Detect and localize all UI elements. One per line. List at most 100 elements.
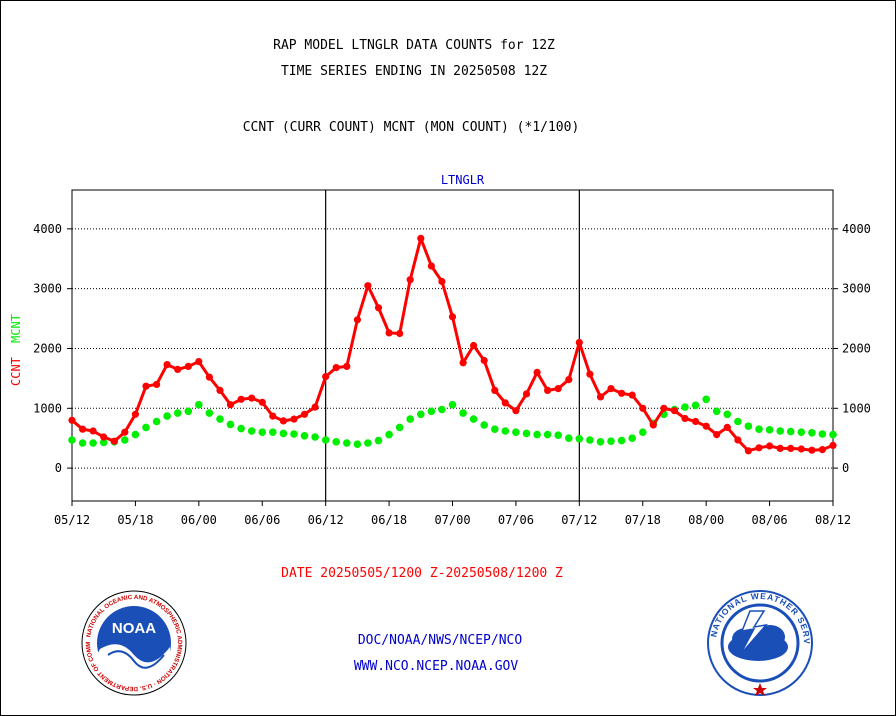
website-link[interactable]: WWW.NCO.NCEP.NOAA.GOV [353, 659, 519, 674]
series-line-ccnt [71, 236, 834, 453]
data-point-mcnt [512, 428, 520, 437]
x-tick-label: 05/12 [54, 513, 90, 527]
data-point-ccnt [797, 445, 805, 453]
data-point-mcnt [279, 429, 288, 438]
data-point-mcnt [755, 425, 763, 434]
data-point-mcnt [586, 436, 594, 444]
data-point-ccnt [79, 425, 87, 433]
data-point-ccnt [131, 410, 139, 418]
data-point-ccnt [766, 442, 774, 450]
data-point-ccnt [459, 359, 467, 367]
chart-title-line1: RAP MODEL LTNGLR DATA COUNTS for 12Z [273, 38, 555, 53]
chart-subtitle: CCNT (CURR COUNT) MCNT (MON COUNT) (*1/1… [242, 120, 580, 135]
y-axis-label-mcnt: MCNT [9, 314, 23, 343]
data-point-ccnt [681, 414, 689, 423]
data-point-ccnt [89, 427, 97, 435]
data-point-mcnt [311, 433, 319, 441]
y-tick-label-left: 1000 [33, 401, 62, 415]
y-tick-label-right: 2000 [842, 341, 871, 355]
data-point-mcnt [216, 415, 224, 423]
data-point-ccnt [470, 341, 478, 350]
y-tick-label-right: 1000 [842, 401, 871, 415]
data-point-mcnt [99, 438, 108, 447]
data-point-mcnt [142, 423, 150, 432]
x-tick-label: 06/00 [181, 513, 217, 527]
data-point-ccnt [343, 362, 351, 370]
data-point-ccnt [153, 380, 161, 388]
data-point-ccnt [174, 365, 182, 373]
data-point-mcnt [195, 400, 203, 409]
data-point-ccnt [596, 393, 605, 401]
data-point-mcnt [258, 428, 267, 437]
data-point-ccnt [364, 282, 372, 290]
data-point-mcnt [607, 437, 615, 446]
data-point-mcnt [491, 425, 499, 434]
data-point-mcnt [639, 428, 647, 437]
data-point-mcnt [163, 412, 171, 420]
data-point-mcnt [374, 436, 383, 445]
data-point-mcnt [501, 427, 510, 435]
data-point-mcnt [406, 415, 415, 423]
data-point-mcnt [543, 430, 552, 439]
data-point-mcnt [776, 427, 784, 435]
data-point-mcnt [237, 424, 245, 433]
data-point-mcnt [290, 430, 298, 438]
data-point-mcnt [681, 403, 689, 411]
data-point-mcnt [131, 430, 140, 439]
data-point-mcnt [829, 430, 837, 439]
nws-logo: NATIONAL WEATHER SERVICE [706, 589, 813, 696]
data-point-ccnt [554, 385, 562, 393]
data-point-ccnt [618, 389, 626, 397]
data-point-ccnt [448, 313, 457, 321]
data-point-mcnt [364, 439, 372, 447]
data-point-ccnt [322, 373, 330, 381]
data-point-ccnt [639, 404, 647, 412]
y-tick-label-left: 4000 [33, 222, 62, 236]
x-tick-label: 08/00 [688, 513, 724, 527]
data-point-mcnt [300, 432, 309, 440]
data-point-ccnt [205, 373, 213, 381]
data-point-ccnt [396, 329, 404, 338]
data-point-mcnt [575, 435, 584, 443]
data-point-ccnt [269, 412, 277, 420]
data-point-mcnt [808, 429, 816, 437]
data-point-ccnt [258, 398, 266, 406]
data-point-mcnt [68, 436, 76, 444]
x-tick-label: 06/12 [308, 513, 344, 527]
data-point-mcnt [628, 434, 636, 443]
data-point-ccnt [332, 364, 340, 372]
x-tick-label: 07/06 [498, 513, 534, 527]
data-point-mcnt [321, 436, 330, 444]
data-point-mcnt [205, 409, 214, 417]
data-point-ccnt [607, 385, 615, 393]
data-point-ccnt [713, 431, 721, 439]
data-point-mcnt [448, 400, 457, 409]
data-point-mcnt [385, 430, 393, 439]
data-point-mcnt [89, 439, 97, 447]
data-point-ccnt [374, 304, 383, 312]
y-axis-label-ccnt: CCNT [9, 357, 23, 386]
data-point-mcnt [469, 415, 478, 423]
data-point-ccnt [723, 423, 731, 431]
data-point-mcnt [480, 421, 489, 429]
data-point-ccnt [216, 386, 224, 394]
x-tick-label: 06/06 [244, 513, 280, 527]
data-point-ccnt [195, 358, 203, 366]
data-point-mcnt [702, 395, 710, 404]
x-tick-label: 07/12 [561, 513, 597, 527]
data-point-ccnt [533, 368, 541, 376]
y-tick-label-right: 3000 [842, 282, 871, 296]
data-point-mcnt [797, 428, 806, 437]
data-point-mcnt [533, 430, 541, 439]
data-point-ccnt [829, 441, 837, 449]
data-point-mcnt [417, 410, 425, 419]
data-point-mcnt [554, 431, 562, 440]
data-point-mcnt [269, 428, 277, 437]
data-point-ccnt [692, 417, 700, 426]
data-point-ccnt [417, 234, 425, 242]
data-point-ccnt [226, 401, 235, 409]
data-point-ccnt [512, 407, 520, 415]
noaa-logo: NOAA NATIONAL OCEANIC AND ATMOSPHERIC AD… [80, 589, 187, 696]
data-point-mcnt [152, 417, 161, 426]
